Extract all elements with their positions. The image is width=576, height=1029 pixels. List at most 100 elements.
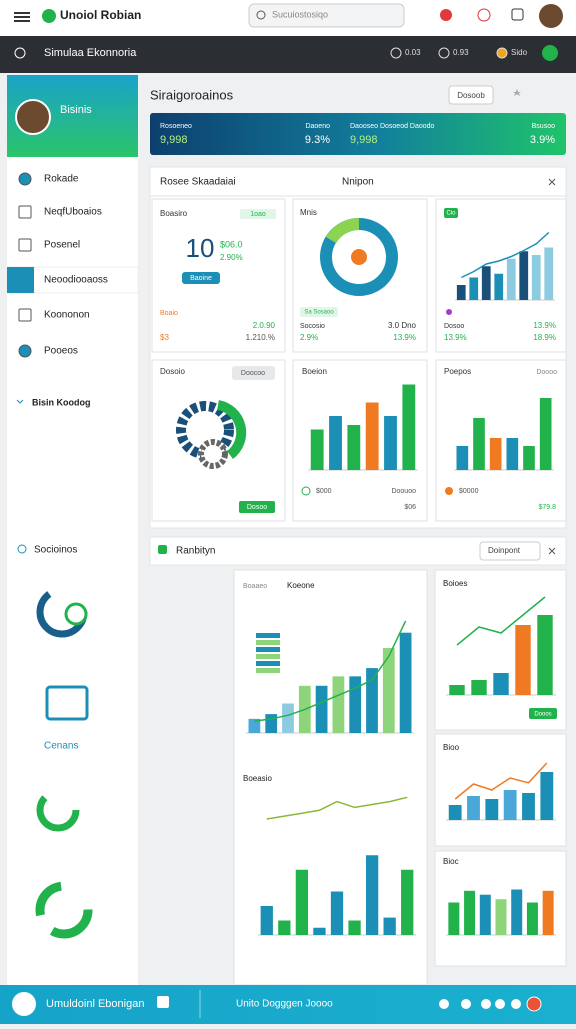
bar: [399, 632, 412, 733]
menu-active-icon: [7, 267, 34, 293]
donut-center: [351, 249, 367, 265]
search-placeholder: Sucuiostosiqo: [272, 9, 328, 19]
sub-item-icon: [438, 47, 450, 59]
card-title: Mnis: [300, 208, 317, 217]
bar: [282, 703, 294, 733]
bar: [473, 418, 485, 470]
badge: [444, 208, 458, 218]
bar: [347, 425, 361, 470]
search-box[interactable]: [248, 3, 405, 28]
card-title: Poepos: [444, 367, 471, 376]
search-icon: [256, 10, 266, 20]
sub-action[interactable]: [542, 45, 558, 61]
footer-icon[interactable]: [511, 999, 521, 1009]
bar: [365, 402, 379, 470]
chart-title: Koeone: [287, 581, 315, 590]
calendar-icon[interactable]: [511, 8, 524, 21]
dot: [445, 487, 453, 495]
dot: [301, 486, 311, 496]
legend-strip: [256, 633, 280, 638]
footer-icon[interactable]: [495, 999, 505, 1009]
trend-line: [460, 231, 550, 279]
gear-small: [198, 439, 228, 469]
row-value: $0000: [459, 488, 479, 495]
panel-button[interactable]: [479, 541, 541, 561]
bar: [464, 890, 476, 935]
notify-icon[interactable]: [440, 9, 452, 21]
card-button[interactable]: [239, 501, 275, 513]
badge-label: Cio: [446, 211, 456, 217]
menu-item[interactable]: Koononon: [44, 310, 90, 321]
bar: [382, 648, 395, 733]
banner-value: 9,998: [350, 134, 378, 146]
row-value: $79.8: [538, 504, 556, 511]
menu-icon: [18, 172, 32, 186]
banner-label: Rosoeneo: [160, 123, 192, 130]
bar: [313, 927, 326, 935]
panel-title: Ranbityn: [176, 546, 215, 557]
bar: [467, 796, 480, 820]
footer-alert[interactable]: [526, 996, 542, 1012]
chart-title: Boeasio: [243, 774, 272, 783]
menu-icon: [18, 344, 32, 358]
footer-icon[interactable]: [461, 999, 471, 1009]
footer: [0, 985, 576, 1024]
sidebar-section: Bisin Koodog: [32, 397, 91, 407]
banner-label: Bsusoo: [532, 123, 555, 130]
bar: [248, 718, 261, 733]
main-button[interactable]: [448, 85, 494, 105]
footer-icon[interactable]: [481, 999, 491, 1009]
legend-strip: [256, 647, 280, 652]
badge: [240, 209, 276, 219]
badge-label: 1oao: [250, 211, 266, 218]
bar: [522, 793, 535, 820]
panel-button-label: Doinpont: [488, 546, 521, 555]
sub-item: Sido: [511, 48, 528, 57]
menu-icon[interactable]: [14, 20, 30, 22]
banner-label: Daooseo Dosoeod Daoodo: [350, 123, 435, 130]
bar: [485, 799, 499, 820]
bar: [495, 899, 507, 935]
alert-icon[interactable]: [477, 8, 491, 22]
bar: [506, 258, 516, 300]
menu-item[interactable]: NeqfUboaios: [44, 207, 102, 218]
bar: [365, 855, 379, 935]
row-label: Dosoo: [444, 323, 464, 330]
chart-title: Boioes: [443, 579, 467, 588]
card-button[interactable]: [182, 272, 220, 284]
donut-segment: [325, 218, 360, 244]
card-button-label: Doocoo: [241, 370, 265, 377]
widget-calendar: [45, 685, 89, 721]
close-icon[interactable]: [548, 178, 556, 186]
card-title: Boeion: [302, 367, 327, 376]
bar: [456, 285, 466, 300]
bar: [531, 255, 541, 300]
menu-item[interactable]: Neoodiooaoss: [44, 275, 108, 286]
menu-item[interactable]: Rokade: [44, 174, 79, 185]
row-label: $3: [160, 333, 169, 342]
avatar[interactable]: [539, 4, 563, 28]
profile-name: Bisinis: [60, 104, 92, 116]
menu-icon: [18, 308, 32, 322]
footer-icon[interactable]: [439, 999, 449, 1009]
bar: [539, 398, 552, 470]
widget-ring-3: [36, 788, 80, 832]
menu-icon[interactable]: [14, 16, 30, 18]
card-button[interactable]: [232, 366, 275, 380]
sub-bar: [0, 36, 576, 73]
menu-item[interactable]: Posenel: [44, 240, 80, 251]
chart-button[interactable]: [529, 708, 557, 719]
widget-donut: [35, 881, 93, 939]
close-icon[interactable]: [548, 547, 556, 555]
bar: [494, 273, 504, 300]
bar: [366, 668, 378, 733]
bar: [278, 920, 291, 935]
sidebar: [7, 75, 138, 985]
menu-icon[interactable]: [14, 12, 30, 14]
menu-item[interactable]: Pooeos: [44, 346, 78, 357]
bar: [519, 251, 529, 300]
bar: [456, 446, 469, 470]
card-button-label: Dosoo: [247, 504, 267, 511]
bar: [402, 384, 416, 470]
